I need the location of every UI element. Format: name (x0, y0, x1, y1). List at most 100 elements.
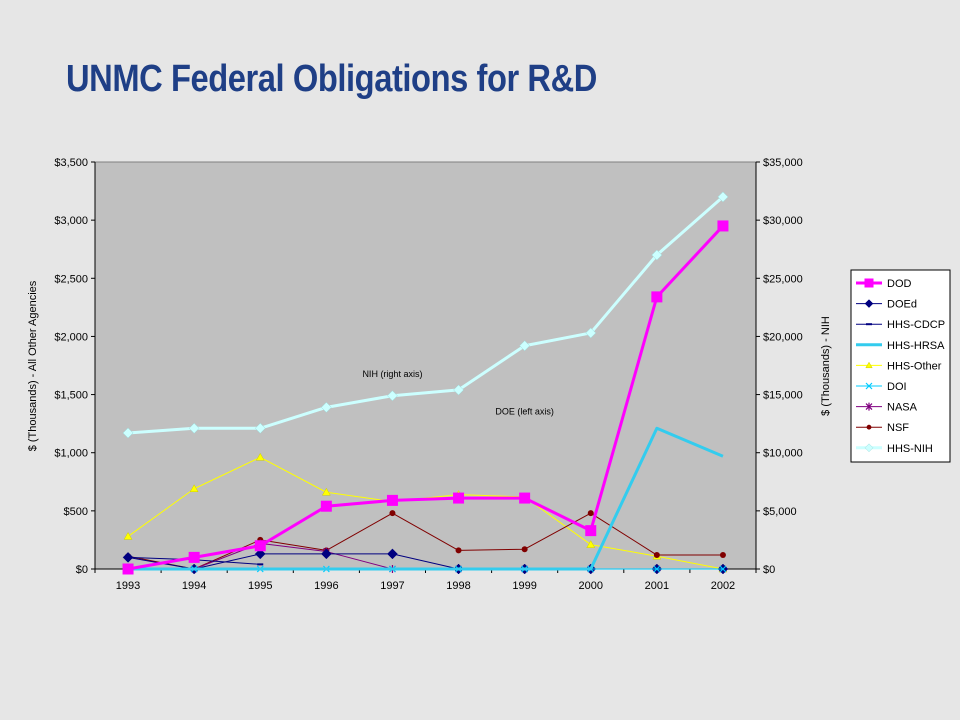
series-line-nsf (127, 512, 723, 570)
data-point-hhs-other (189, 484, 199, 493)
y-tick-left-label: $1,500 (54, 390, 88, 402)
x-tick-label: 1998 (446, 580, 470, 592)
y-tick-right-label: $15,000 (763, 390, 803, 402)
legend-label: DOI (887, 381, 907, 393)
y-tick-left-label: $1,000 (54, 448, 88, 460)
data-point-dod (320, 500, 332, 512)
left-axis: $0 $500 $1,000 $1,500 $2,000 $2,500 $3,000 $3,5… (54, 157, 96, 576)
data-point-hhs-nih (453, 384, 464, 396)
y-tick-left-label: $2,000 (54, 331, 88, 343)
legend-item-hhs-hrsa: HHS-HRSA (856, 340, 945, 352)
series-layer (122, 191, 729, 575)
data-point-dod (386, 494, 398, 506)
data-point-hhs-nih (387, 390, 398, 402)
legend-item-nsf: NSF (856, 422, 909, 434)
data-point-hhs-nih (585, 327, 597, 339)
series-dod (122, 220, 729, 575)
legend-swatch-marker (865, 402, 873, 411)
legend-label: DOD (887, 278, 912, 290)
data-point-doed (387, 548, 398, 560)
legend-item-doi: DOI (856, 381, 907, 393)
legend-swatch-marker (865, 382, 873, 390)
y-tick-right-label: $5,000 (763, 506, 797, 518)
data-point-doi (653, 565, 661, 573)
legend-label: HHS-CDCP (887, 319, 945, 331)
annotation-label: DOE (left axis) (495, 406, 554, 416)
plot-area (94, 161, 757, 570)
data-point-nsf (587, 510, 594, 517)
x-tick-label: 2002 (711, 580, 735, 592)
data-point-hhs-other (255, 452, 265, 461)
data-point-doi (719, 565, 727, 573)
data-point-nsf (521, 546, 528, 553)
x-tick-label: 2001 (645, 580, 669, 592)
data-point-hhs-nih (717, 191, 729, 203)
x-tick-label: 1999 (512, 580, 536, 592)
data-point-hhs-other (321, 487, 331, 496)
legend-item-doed: DOEd (856, 299, 917, 311)
legend-item-hhs-nih: HHS-NIH (856, 443, 933, 455)
legend-item-hhs-other: HHS-Other (856, 360, 942, 372)
y-tick-left-label: $0 (76, 564, 88, 576)
legend-swatch-marker (864, 299, 874, 308)
legend-swatch-marker (864, 443, 874, 453)
legend-label: NASA (887, 402, 918, 414)
x-tick-label: 1997 (380, 580, 404, 592)
data-point-hhs-nih (188, 422, 200, 434)
data-point-dod (453, 492, 465, 504)
data-point-nsf (389, 510, 396, 517)
legend-item-nasa: NASA (856, 402, 918, 414)
y-tick-right-label: $25,000 (763, 273, 803, 285)
annotation-label: NIH (right axis) (362, 369, 422, 379)
legend-swatch-marker (864, 278, 874, 288)
y-tick-left-label: $3,000 (54, 215, 88, 227)
x-tick-label: 1993 (116, 580, 140, 592)
legend-swatch-marker (866, 424, 872, 430)
y-tick-right-label: $20,000 (763, 331, 803, 343)
x-tick-label: 1996 (314, 580, 338, 592)
series-hhs-hrsa (128, 426, 724, 571)
legend-label: HHS-HRSA (887, 340, 945, 352)
x-tick-label: 1995 (248, 580, 272, 592)
legend-item-dod: DOD (856, 278, 912, 290)
series-line-dod (127, 224, 725, 571)
data-point-hhs-nih (122, 427, 134, 439)
series-line-hhs-hrsa (128, 426, 724, 571)
y-axis-left-title: $ (Thousands) - All Other Agencies (27, 280, 39, 451)
annotation-layer: NIH (right axis) DOE (left axis) (362, 369, 553, 416)
data-point-hhs-other (123, 531, 133, 540)
data-point-dod (519, 492, 531, 504)
legend-swatch-marker (865, 361, 873, 369)
y-tick-right-label: $10,000 (763, 448, 803, 460)
x-tick-label: 2000 (579, 580, 603, 592)
legend-item-hhs-cdcp: HHS-CDCP (856, 319, 945, 331)
data-point-dod (717, 220, 729, 232)
legend-label: HHS-NIH (887, 443, 933, 455)
data-point-dod (122, 563, 134, 575)
data-point-dod (188, 551, 200, 563)
data-point-hhs-other (586, 540, 596, 548)
legend-label: NSF (887, 422, 909, 434)
y-tick-right-label: $0 (763, 564, 775, 576)
data-point-hhs-nih (651, 249, 663, 261)
data-point-hhs-nih (320, 402, 332, 413)
legend-label: DOEd (887, 299, 917, 311)
data-point-doed (254, 548, 266, 560)
y-tick-right-label: $30,000 (763, 215, 803, 227)
data-point-nsf (455, 547, 462, 554)
legend: DOD DOEd HHS-CDCP HHS-HRSA HHS-Other DOI NASA N… (850, 269, 951, 463)
data-point-nsf (719, 552, 726, 559)
data-point-dod (585, 525, 597, 537)
y-axis-right-title: $ (Thousands) - NIH (820, 316, 832, 416)
slide-title: UNMC Federal Obligations for R&D (66, 58, 597, 100)
legend-label: HHS-Other (887, 360, 942, 372)
x-tick-label: 1994 (182, 580, 206, 592)
data-point-hhs-nih (254, 422, 266, 434)
data-point-doed (320, 548, 332, 560)
data-point-dod (651, 291, 663, 303)
series-hhs-nih (122, 191, 729, 439)
y-tick-left-label: $500 (64, 506, 88, 518)
y-tick-right-label: $35,000 (763, 157, 803, 169)
series-line-hhs-nih (127, 195, 724, 435)
